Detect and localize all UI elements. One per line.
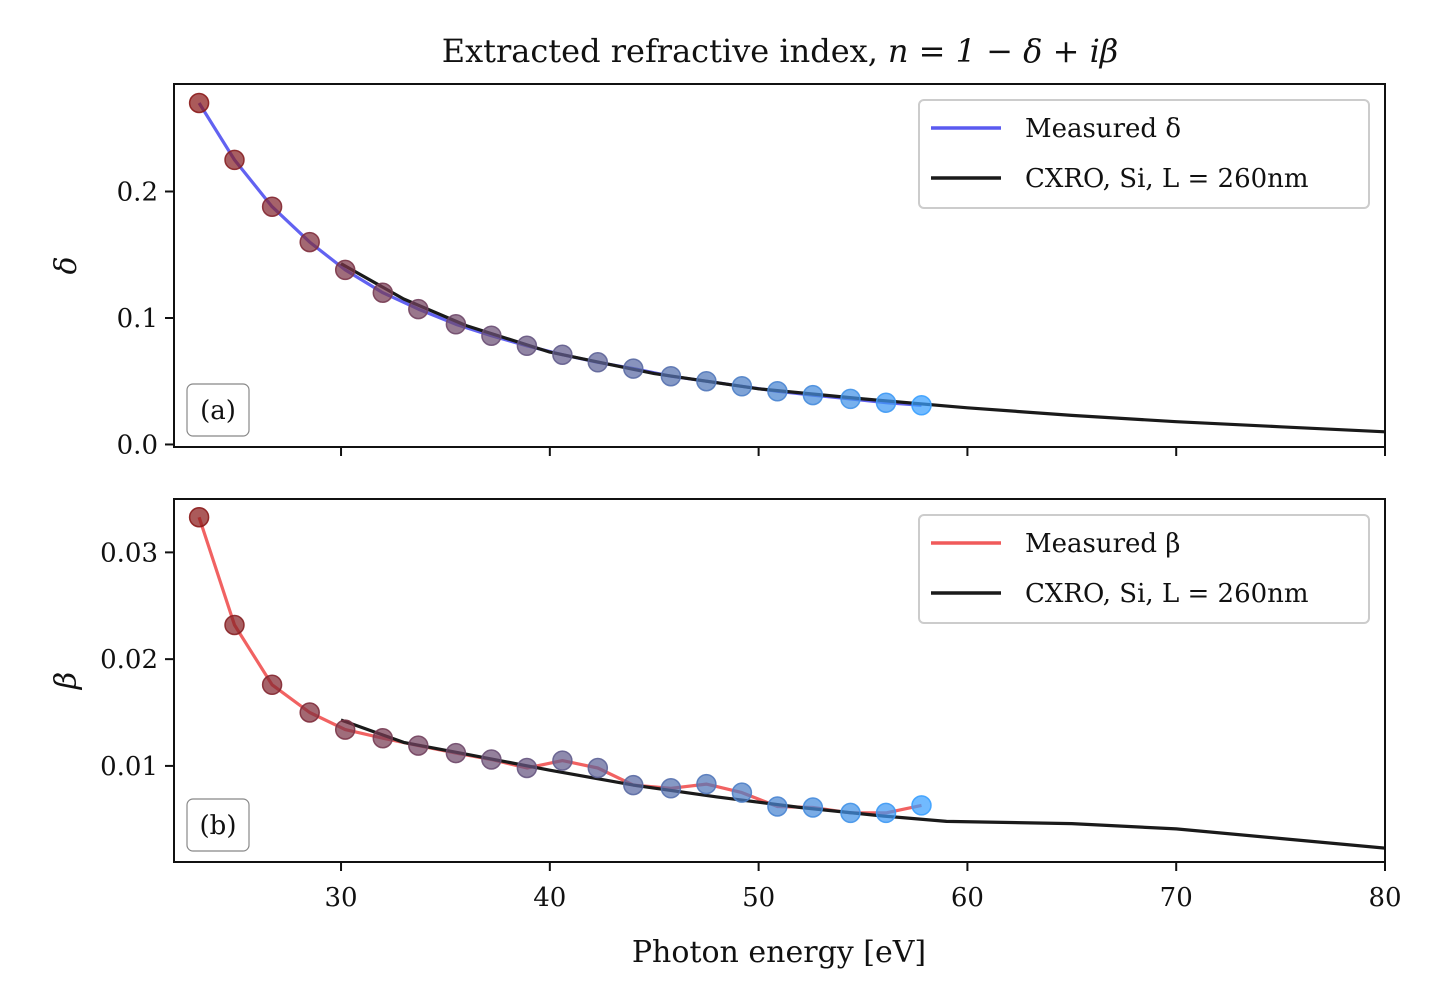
panel-tag: (b) (186, 798, 250, 852)
data-point (261, 674, 283, 696)
x-tick-label: 80 (1368, 883, 1401, 913)
axes-frame (173, 498, 1386, 863)
cxro-reference-line (340, 718, 1385, 850)
y-axis-title: δ (49, 256, 84, 274)
title-prefix: Extracted refractive index, (442, 32, 878, 70)
y-tick-label: 0.03 (100, 538, 158, 568)
panel-tag-box (186, 383, 250, 437)
data-point (911, 395, 932, 416)
legend-label: CXRO, Si, L = 260nm (1025, 164, 1309, 194)
plot-area (188, 506, 1385, 850)
data-point (767, 796, 788, 817)
legend-label: CXRO, Si, L = 260nm (1025, 579, 1309, 609)
panel-tag-box (186, 798, 250, 852)
panel-tag: (a) (186, 383, 250, 437)
legend-box (918, 514, 1370, 624)
data-point (875, 802, 897, 824)
data-point (224, 149, 245, 171)
data-point (372, 727, 394, 749)
plot-area (188, 92, 1385, 434)
data-point (875, 392, 897, 413)
panel-tag-label: (b) (200, 811, 237, 841)
data-point (516, 335, 538, 357)
data-point (802, 797, 824, 818)
data-point (623, 358, 644, 379)
legend-label: Measured β (1025, 529, 1180, 559)
figure-title: Extracted refractive index, n = 1 − δ + i… (442, 32, 1119, 70)
cxro-reference-line (340, 262, 1385, 434)
data-point (334, 259, 356, 281)
data-point (587, 757, 609, 779)
data-point (840, 388, 861, 410)
data-point (840, 802, 861, 824)
data-point (552, 344, 573, 365)
legend: Measured β CXRO, Si, L = 260nm (918, 514, 1370, 624)
legend-entry-cxro: CXRO, Si, L = 260nm (931, 579, 1309, 609)
x-tick-label: 50 (742, 883, 775, 913)
data-point (911, 795, 932, 816)
data-point (731, 376, 753, 397)
data-point (802, 384, 824, 406)
data-point (552, 750, 573, 771)
y-tick-label: 0.02 (100, 645, 158, 675)
legend-entry-cxro: CXRO, Si, L = 260nm (931, 164, 1309, 194)
data-point (623, 774, 644, 796)
data-point (660, 778, 682, 799)
axes-frame (173, 83, 1386, 448)
panel-b-beta: 30 40 50 60 70 80 0.01 0.02 0.03 β Measured β CXRO,… (49, 498, 1402, 913)
data-point (261, 196, 283, 217)
data-point (696, 773, 717, 795)
x-axis-title: Photon energy [eV] (632, 935, 926, 970)
panel-tag-label: (a) (200, 396, 236, 426)
legend: Measured δ CXRO, Si, L = 260nm (918, 99, 1370, 209)
x-tick-label: 60 (951, 883, 984, 913)
data-point (445, 742, 467, 764)
data-point (188, 506, 210, 528)
y-tick-label: 0.2 (117, 178, 158, 208)
data-point (696, 370, 717, 392)
x-tick-label: 40 (533, 883, 566, 913)
data-point (372, 282, 394, 303)
data-point (445, 314, 467, 335)
y-tick-label: 0.0 (117, 430, 158, 460)
y-tick-label: 0.1 (117, 304, 158, 334)
data-point (188, 92, 210, 114)
data-point (224, 614, 245, 636)
x-tick-label: 70 (1160, 883, 1193, 913)
data-point (334, 719, 356, 740)
legend-entry-measured: Measured β (931, 529, 1180, 559)
x-tick-label: 30 (324, 883, 357, 913)
data-point (481, 325, 502, 346)
data-point (299, 231, 320, 253)
data-point (660, 365, 682, 387)
data-point (408, 735, 429, 756)
legend-entry-measured: Measured δ (931, 114, 1181, 144)
data-point (731, 782, 753, 803)
data-point (481, 749, 502, 770)
legend-box (918, 99, 1370, 209)
data-point (587, 352, 609, 373)
legend-label: Measured δ (1025, 114, 1181, 144)
y-tick-label: 0.01 (100, 752, 158, 782)
y-axis-title: β (49, 672, 84, 690)
panel-a-delta: 0.0 0.1 0.2 δ Measured δ CXRO, Si, L = 260nm (… (49, 83, 1386, 460)
data-point (299, 702, 320, 723)
data-point (516, 757, 538, 779)
data-point (767, 381, 788, 402)
data-point (408, 298, 429, 320)
title-formula: n = 1 − δ + iβ (888, 32, 1118, 70)
